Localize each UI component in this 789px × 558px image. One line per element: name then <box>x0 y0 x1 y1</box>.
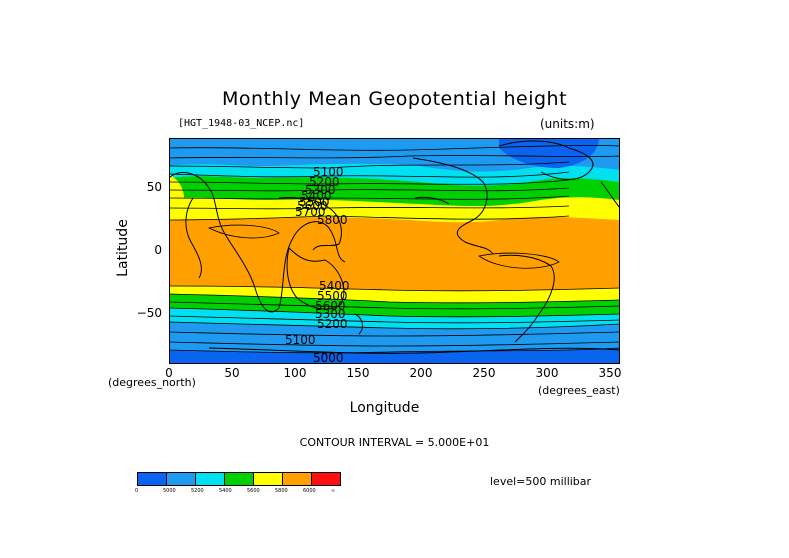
colorbar-label: 0 <box>135 488 139 494</box>
colorbar-swatch <box>137 472 167 486</box>
band-yellow-west-edge <box>169 174 185 212</box>
x-tick-100: 100 <box>283 366 307 380</box>
contour-label: 5600 <box>315 299 346 313</box>
plot-frame <box>169 138 620 364</box>
colorbar-label: 5000 <box>163 488 176 494</box>
contour-label: 5800 <box>317 213 348 227</box>
level-label: level=500 millibar <box>490 475 592 488</box>
x-tick-300: 300 <box>535 366 559 380</box>
contour-label: 5600 <box>297 199 328 213</box>
contour-lines <box>169 145 620 354</box>
y-tick-minus50: −50 <box>136 306 162 320</box>
contour-label: 5400 <box>301 189 332 203</box>
contour-label: 5000 <box>313 351 344 364</box>
x-tick-200: 200 <box>409 366 433 380</box>
y-tick-50: 50 <box>146 180 162 194</box>
x-tick-0: 0 <box>165 366 173 380</box>
contour-label-group: 5100 5200 5300 5400 5500 5600 5700 5800 … <box>285 165 350 364</box>
contour-label: 5200 <box>309 175 340 189</box>
x-tick-150: 150 <box>346 366 370 380</box>
x-axis-label: Longitude <box>349 400 420 416</box>
contour-interval-label: CONTOUR INTERVAL = 5.000E+01 <box>299 436 490 449</box>
contour-label: 5300 <box>305 183 336 197</box>
geopotential-map: 5100 5200 5300 5400 5500 5600 5700 5800 … <box>169 138 620 364</box>
colorbar-swatch <box>224 472 254 486</box>
y-tick-0: 0 <box>154 243 162 257</box>
x-tick-350: 350 <box>598 366 622 380</box>
colorbar-swatch <box>195 472 225 486</box>
colorbar-label: 5600 <box>247 488 260 494</box>
file-label: [HGT_1948-03_NCEP.nc] <box>178 118 305 129</box>
colorbar-swatch <box>253 472 283 486</box>
colorbar-swatch <box>282 472 312 486</box>
contour-label: 5100 <box>285 333 316 347</box>
x-unit-label: (degrees_east) <box>538 384 620 397</box>
colorbar-label: 5800 <box>275 488 288 494</box>
contour-label: 5700 <box>295 205 326 219</box>
y-unit-label: (degrees_north) <box>108 376 196 389</box>
units-label: (units:m) <box>540 117 595 131</box>
colorbar-label: 6000 <box>303 488 316 494</box>
chart-title: Monthly Mean Geopotential height <box>221 88 568 110</box>
contour-label: 5200 <box>317 317 348 331</box>
x-tick-250: 250 <box>472 366 496 380</box>
colorbar <box>137 472 341 486</box>
colorbar-label: 5400 <box>219 488 232 494</box>
x-tick-50: 50 <box>224 366 240 380</box>
colorbar-swatch <box>311 472 341 486</box>
colorbar-swatch <box>166 472 196 486</box>
colorbar-label: 5200 <box>191 488 204 494</box>
coastlines <box>169 140 620 354</box>
contour-label: 5500 <box>317 289 348 303</box>
contour-label: 5400 <box>319 279 350 293</box>
colorbar-label: ∞ <box>331 488 336 494</box>
contour-label: 5500 <box>299 195 330 209</box>
contour-label: 5100 <box>313 165 344 179</box>
contour-label: 5300 <box>315 307 346 321</box>
